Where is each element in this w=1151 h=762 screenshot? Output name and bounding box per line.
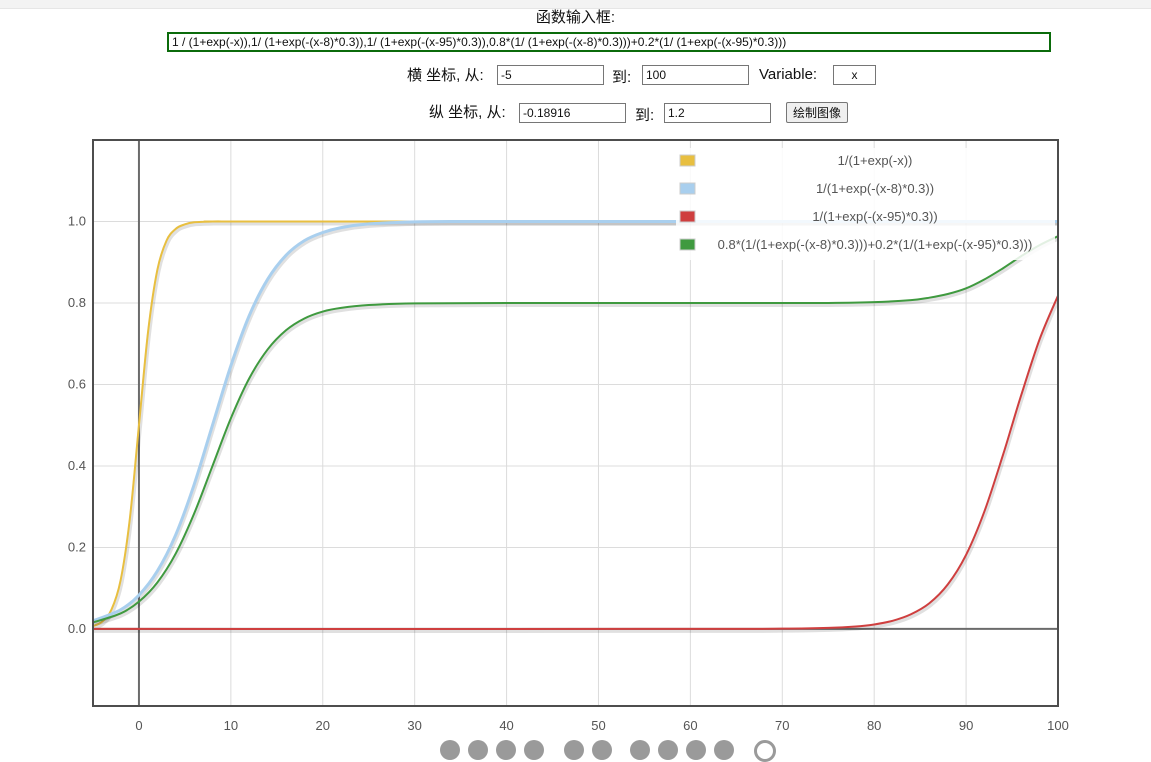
- x-to-label: 到:: [612, 69, 632, 86]
- zoom-in-icon[interactable]: [496, 740, 516, 760]
- function-input[interactable]: [167, 32, 1051, 52]
- y-from-input[interactable]: [519, 103, 626, 123]
- series-line: [93, 235, 1058, 624]
- series-shadow: [94, 221, 1059, 625]
- legend-entry[interactable]: 1/(1+exp(-x)): [838, 153, 913, 168]
- plot-button[interactable]: 绘制图像: [786, 102, 849, 123]
- series-line: [93, 295, 1058, 630]
- settings-icon[interactable]: [754, 740, 776, 762]
- x-tick-label: 0: [135, 718, 142, 733]
- pan-left-icon[interactable]: [564, 740, 584, 760]
- legend-swatch: [679, 182, 696, 195]
- y-tick-label: 1.0: [68, 213, 86, 228]
- x-tick-label: 90: [959, 718, 973, 733]
- page-title: 函数输入框:: [535, 9, 616, 26]
- legend-entry[interactable]: 1/(1+exp(-(x-95)*0.3)): [812, 209, 937, 224]
- x-tick-label: 40: [499, 718, 513, 733]
- legend-entry[interactable]: 1/(1+exp(-(x-8)*0.3)): [816, 181, 934, 196]
- legend-swatch: [679, 154, 696, 167]
- x-tick-label: 60: [683, 718, 697, 733]
- legend-swatch: [679, 210, 696, 223]
- x-tick-label: 50: [591, 718, 605, 733]
- x-tick-label: 80: [867, 718, 881, 733]
- y-tick-label: 0.2: [68, 539, 86, 554]
- plot-border: [92, 139, 1059, 707]
- series-shadow: [94, 296, 1059, 633]
- x-tick-label: 100: [1047, 718, 1069, 733]
- pan-right-icon[interactable]: [592, 740, 612, 760]
- x-tick-label: 30: [407, 718, 421, 733]
- browser-top-strip: [0, 0, 1151, 9]
- pan-down-icon[interactable]: [468, 740, 488, 760]
- x-from-input[interactable]: [497, 65, 604, 85]
- x-to-input[interactable]: [642, 65, 749, 85]
- legend-box: [676, 148, 1055, 260]
- zoom-box-icon[interactable]: [630, 740, 650, 760]
- variable-input[interactable]: [833, 65, 876, 85]
- export-icon[interactable]: [714, 740, 734, 760]
- legend-entry[interactable]: 0.8*(1/(1+exp(-(x-8)*0.3)))+0.2*(1/(1+ex…: [718, 237, 1033, 252]
- reset-icon[interactable]: [658, 740, 678, 760]
- x-tick-label: 10: [224, 718, 238, 733]
- y-tick-label: 0.8: [68, 295, 86, 310]
- y-tick-label: 0.6: [68, 376, 86, 391]
- x-tick-label: 70: [775, 718, 789, 733]
- series-line: [93, 219, 1058, 623]
- x-tick-label: 20: [316, 718, 330, 733]
- y-tick-label: 0.0: [68, 621, 86, 636]
- zoom-out-icon[interactable]: [524, 740, 544, 760]
- y-to-input[interactable]: [664, 103, 771, 123]
- select-icon[interactable]: [686, 740, 706, 760]
- x-axis-label: 横 坐标, 从:: [407, 67, 484, 84]
- y-to-label: 到:: [635, 107, 655, 124]
- legend-swatch: [679, 238, 696, 251]
- y-tick-label: 0.4: [68, 458, 86, 473]
- pan-up-icon[interactable]: [440, 740, 460, 760]
- y-axis-label: 纵 坐标, 从:: [429, 104, 506, 121]
- series-shadow: [94, 236, 1059, 627]
- variable-label: Variable:: [759, 66, 818, 83]
- series-shadow: [94, 221, 1059, 631]
- series-line: [93, 220, 1058, 628]
